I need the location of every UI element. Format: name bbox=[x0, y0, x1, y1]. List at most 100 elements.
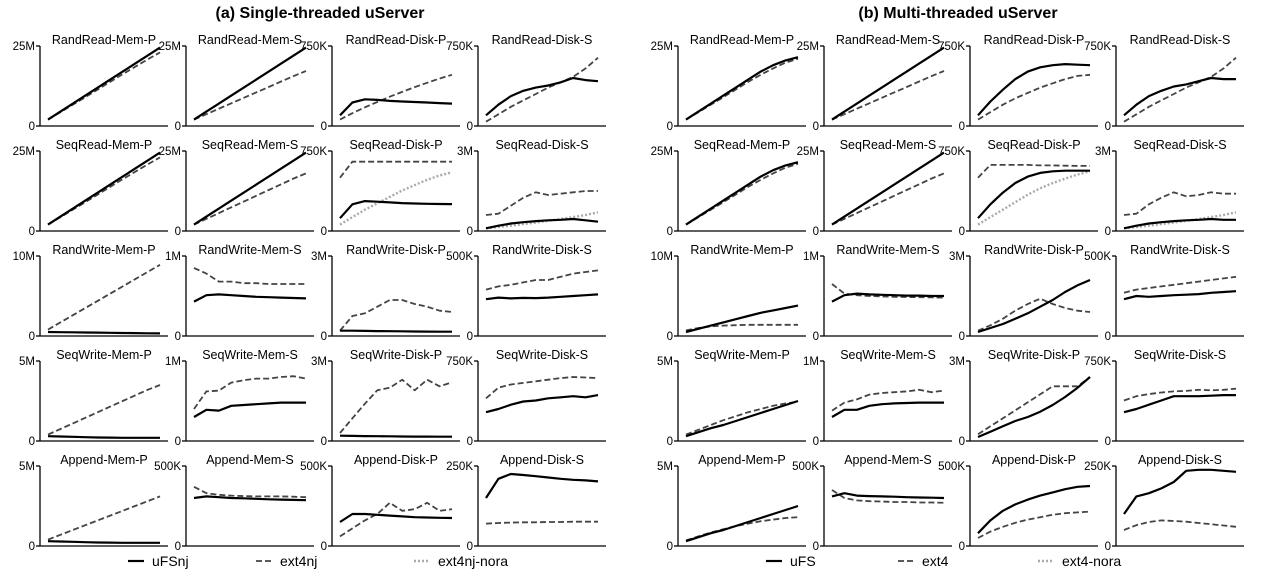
group-a-title: (a) Single-threaded uServer bbox=[216, 5, 425, 22]
y-tick-label-max: 25M bbox=[651, 41, 673, 53]
series-line-secondary bbox=[977, 73, 1091, 121]
series-line-primary bbox=[339, 434, 452, 438]
panel-title: RandWrite-Mem-S bbox=[836, 243, 939, 257]
panel-seqwrite-disk-p-a: 3M 0 SeqWrite-Disk-P bbox=[311, 348, 460, 448]
y-tick-label-max: 3M bbox=[1095, 146, 1111, 158]
legend-label: uFSnj bbox=[152, 553, 189, 569]
panel-append-mem-s-b: 500K 0 Append-Mem-S bbox=[792, 453, 952, 553]
y-tick-label-zero: 0 bbox=[959, 436, 965, 448]
y-tick-label-max: 3M bbox=[311, 356, 327, 368]
series-line-secondary bbox=[339, 160, 452, 179]
panel-title: SeqRead-Disk-P bbox=[349, 138, 442, 152]
panel-seqread-disk-p-a: 750K 0 SeqRead-Disk-P bbox=[300, 138, 460, 238]
series-line-secondary bbox=[831, 70, 945, 121]
series-line-primary bbox=[831, 401, 944, 418]
panel-seqwrite-disk-s-a: 750K 0 SeqWrite-Disk-S bbox=[446, 348, 606, 448]
series-line-secondary bbox=[485, 190, 598, 216]
y-tick-label-max: 25M bbox=[651, 146, 673, 158]
y-tick-label-zero: 0 bbox=[175, 121, 181, 133]
y-tick-label-max: 1M bbox=[165, 251, 181, 263]
panel-title: RandRead-Disk-S bbox=[1130, 33, 1231, 47]
panel-title: Append-Disk-S bbox=[500, 453, 584, 467]
series-line-primary bbox=[1123, 76, 1236, 117]
y-tick-label-max: 750K bbox=[938, 146, 965, 158]
series-line-primary bbox=[339, 512, 453, 523]
panel-title: SeqRead-Disk-S bbox=[1133, 138, 1226, 152]
series-line-secondary bbox=[1123, 519, 1237, 531]
series-line-tertiary bbox=[977, 170, 1091, 226]
y-tick-label-zero: 0 bbox=[813, 331, 819, 343]
legend-item-ext4nj-nora: ext4nj-nora bbox=[414, 553, 508, 569]
panel-title: RandRead-Disk-S bbox=[492, 33, 593, 47]
y-tick-label-zero: 0 bbox=[29, 226, 35, 238]
y-tick-label-max: 3M bbox=[949, 251, 965, 263]
panel-title: SeqRead-Mem-P bbox=[694, 138, 791, 152]
y-tick-label-max: 10M bbox=[651, 251, 673, 263]
panel-title: RandRead-Mem-P bbox=[52, 33, 156, 47]
panel-append-mem-p-b: 5M 0 Append-Mem-P bbox=[657, 453, 806, 553]
series-line-primary bbox=[685, 304, 799, 334]
series-line-primary bbox=[1123, 468, 1237, 515]
panel-title: SeqRead-Mem-S bbox=[840, 138, 937, 152]
series-line-primary bbox=[685, 399, 799, 438]
panel-title: RandRead-Mem-S bbox=[836, 33, 940, 47]
y-tick-label-zero: 0 bbox=[959, 541, 965, 553]
series-line-primary bbox=[339, 98, 453, 117]
panel-seqread-mem-s-b: 25M 0 SeqRead-Mem-S bbox=[797, 138, 952, 238]
y-tick-label-max: 1M bbox=[803, 356, 819, 368]
panel-title: Append-Mem-S bbox=[206, 453, 294, 467]
series-line-primary bbox=[1123, 290, 1237, 301]
y-tick-label-zero: 0 bbox=[29, 436, 35, 448]
series-line-primary bbox=[831, 151, 945, 226]
y-tick-label-max: 10M bbox=[13, 251, 35, 263]
series-line-primary bbox=[47, 46, 161, 121]
panel-randwrite-disk-p-a: 3M 0 RandWrite-Disk-P bbox=[311, 243, 460, 343]
legend-label: ext4-nora bbox=[1062, 553, 1121, 569]
y-tick-label-zero: 0 bbox=[959, 331, 965, 343]
panel-randread-mem-s-a: 25M 0 RandRead-Mem-S bbox=[159, 33, 314, 133]
series-line-secondary bbox=[47, 384, 161, 436]
y-tick-label-zero: 0 bbox=[1105, 436, 1111, 448]
y-tick-label-zero: 0 bbox=[467, 226, 473, 238]
panel-title: RandWrite-Mem-P bbox=[690, 243, 793, 257]
legend-label: uFS bbox=[790, 553, 816, 569]
panel-randwrite-disk-s-b: 500K 0 RandWrite-Disk-S bbox=[1084, 243, 1244, 343]
series-line-secondary bbox=[485, 520, 598, 525]
y-tick-label-zero: 0 bbox=[959, 121, 965, 133]
y-tick-label-max: 5M bbox=[19, 461, 35, 473]
panel-append-mem-p-a: 5M 0 Append-Mem-P bbox=[19, 453, 168, 553]
series-line-primary bbox=[977, 484, 1091, 534]
series-line-primary bbox=[47, 540, 160, 544]
y-tick-label-zero: 0 bbox=[467, 541, 473, 553]
panel-title: SeqWrite-Mem-S bbox=[202, 348, 298, 362]
series-line-secondary bbox=[193, 70, 307, 121]
panel-title: RandWrite-Disk-P bbox=[346, 243, 446, 257]
series-line-secondary bbox=[339, 378, 453, 434]
panel-title: Append-Mem-S bbox=[844, 453, 932, 467]
panel-title: RandRead-Disk-P bbox=[346, 33, 447, 47]
y-tick-label-max: 500K bbox=[300, 461, 327, 473]
series-line-secondary bbox=[339, 73, 453, 121]
y-tick-label-max: 1M bbox=[803, 251, 819, 263]
y-tick-label-zero: 0 bbox=[813, 226, 819, 238]
y-tick-label-zero: 0 bbox=[29, 121, 35, 133]
series-line-primary bbox=[340, 329, 452, 333]
panel-randwrite-disk-s-a: 500K 0 RandWrite-Disk-S bbox=[446, 243, 606, 343]
series-line-primary bbox=[193, 401, 306, 418]
y-tick-label-max: 750K bbox=[300, 146, 327, 158]
y-tick-label-max: 25M bbox=[797, 41, 819, 53]
panel-seqread-disk-s-b: 3M 0 SeqRead-Disk-S bbox=[1095, 138, 1244, 238]
series-line-secondary bbox=[977, 376, 1091, 436]
series-line-secondary bbox=[485, 57, 599, 123]
series-line-primary bbox=[485, 76, 599, 117]
panel-seqwrite-mem-s-b: 1M 0 SeqWrite-Mem-S bbox=[803, 348, 952, 448]
y-tick-label-max: 250K bbox=[446, 461, 473, 473]
panel-seqread-mem-p-b: 25M 0 SeqRead-Mem-P bbox=[651, 138, 806, 238]
panel-randread-mem-p-b: 25M 0 RandRead-Mem-P bbox=[651, 33, 806, 133]
series-line-secondary bbox=[1123, 275, 1237, 294]
y-tick-label-zero: 0 bbox=[813, 541, 819, 553]
y-tick-label-max: 1M bbox=[165, 356, 181, 368]
series-line-primary bbox=[831, 292, 944, 303]
